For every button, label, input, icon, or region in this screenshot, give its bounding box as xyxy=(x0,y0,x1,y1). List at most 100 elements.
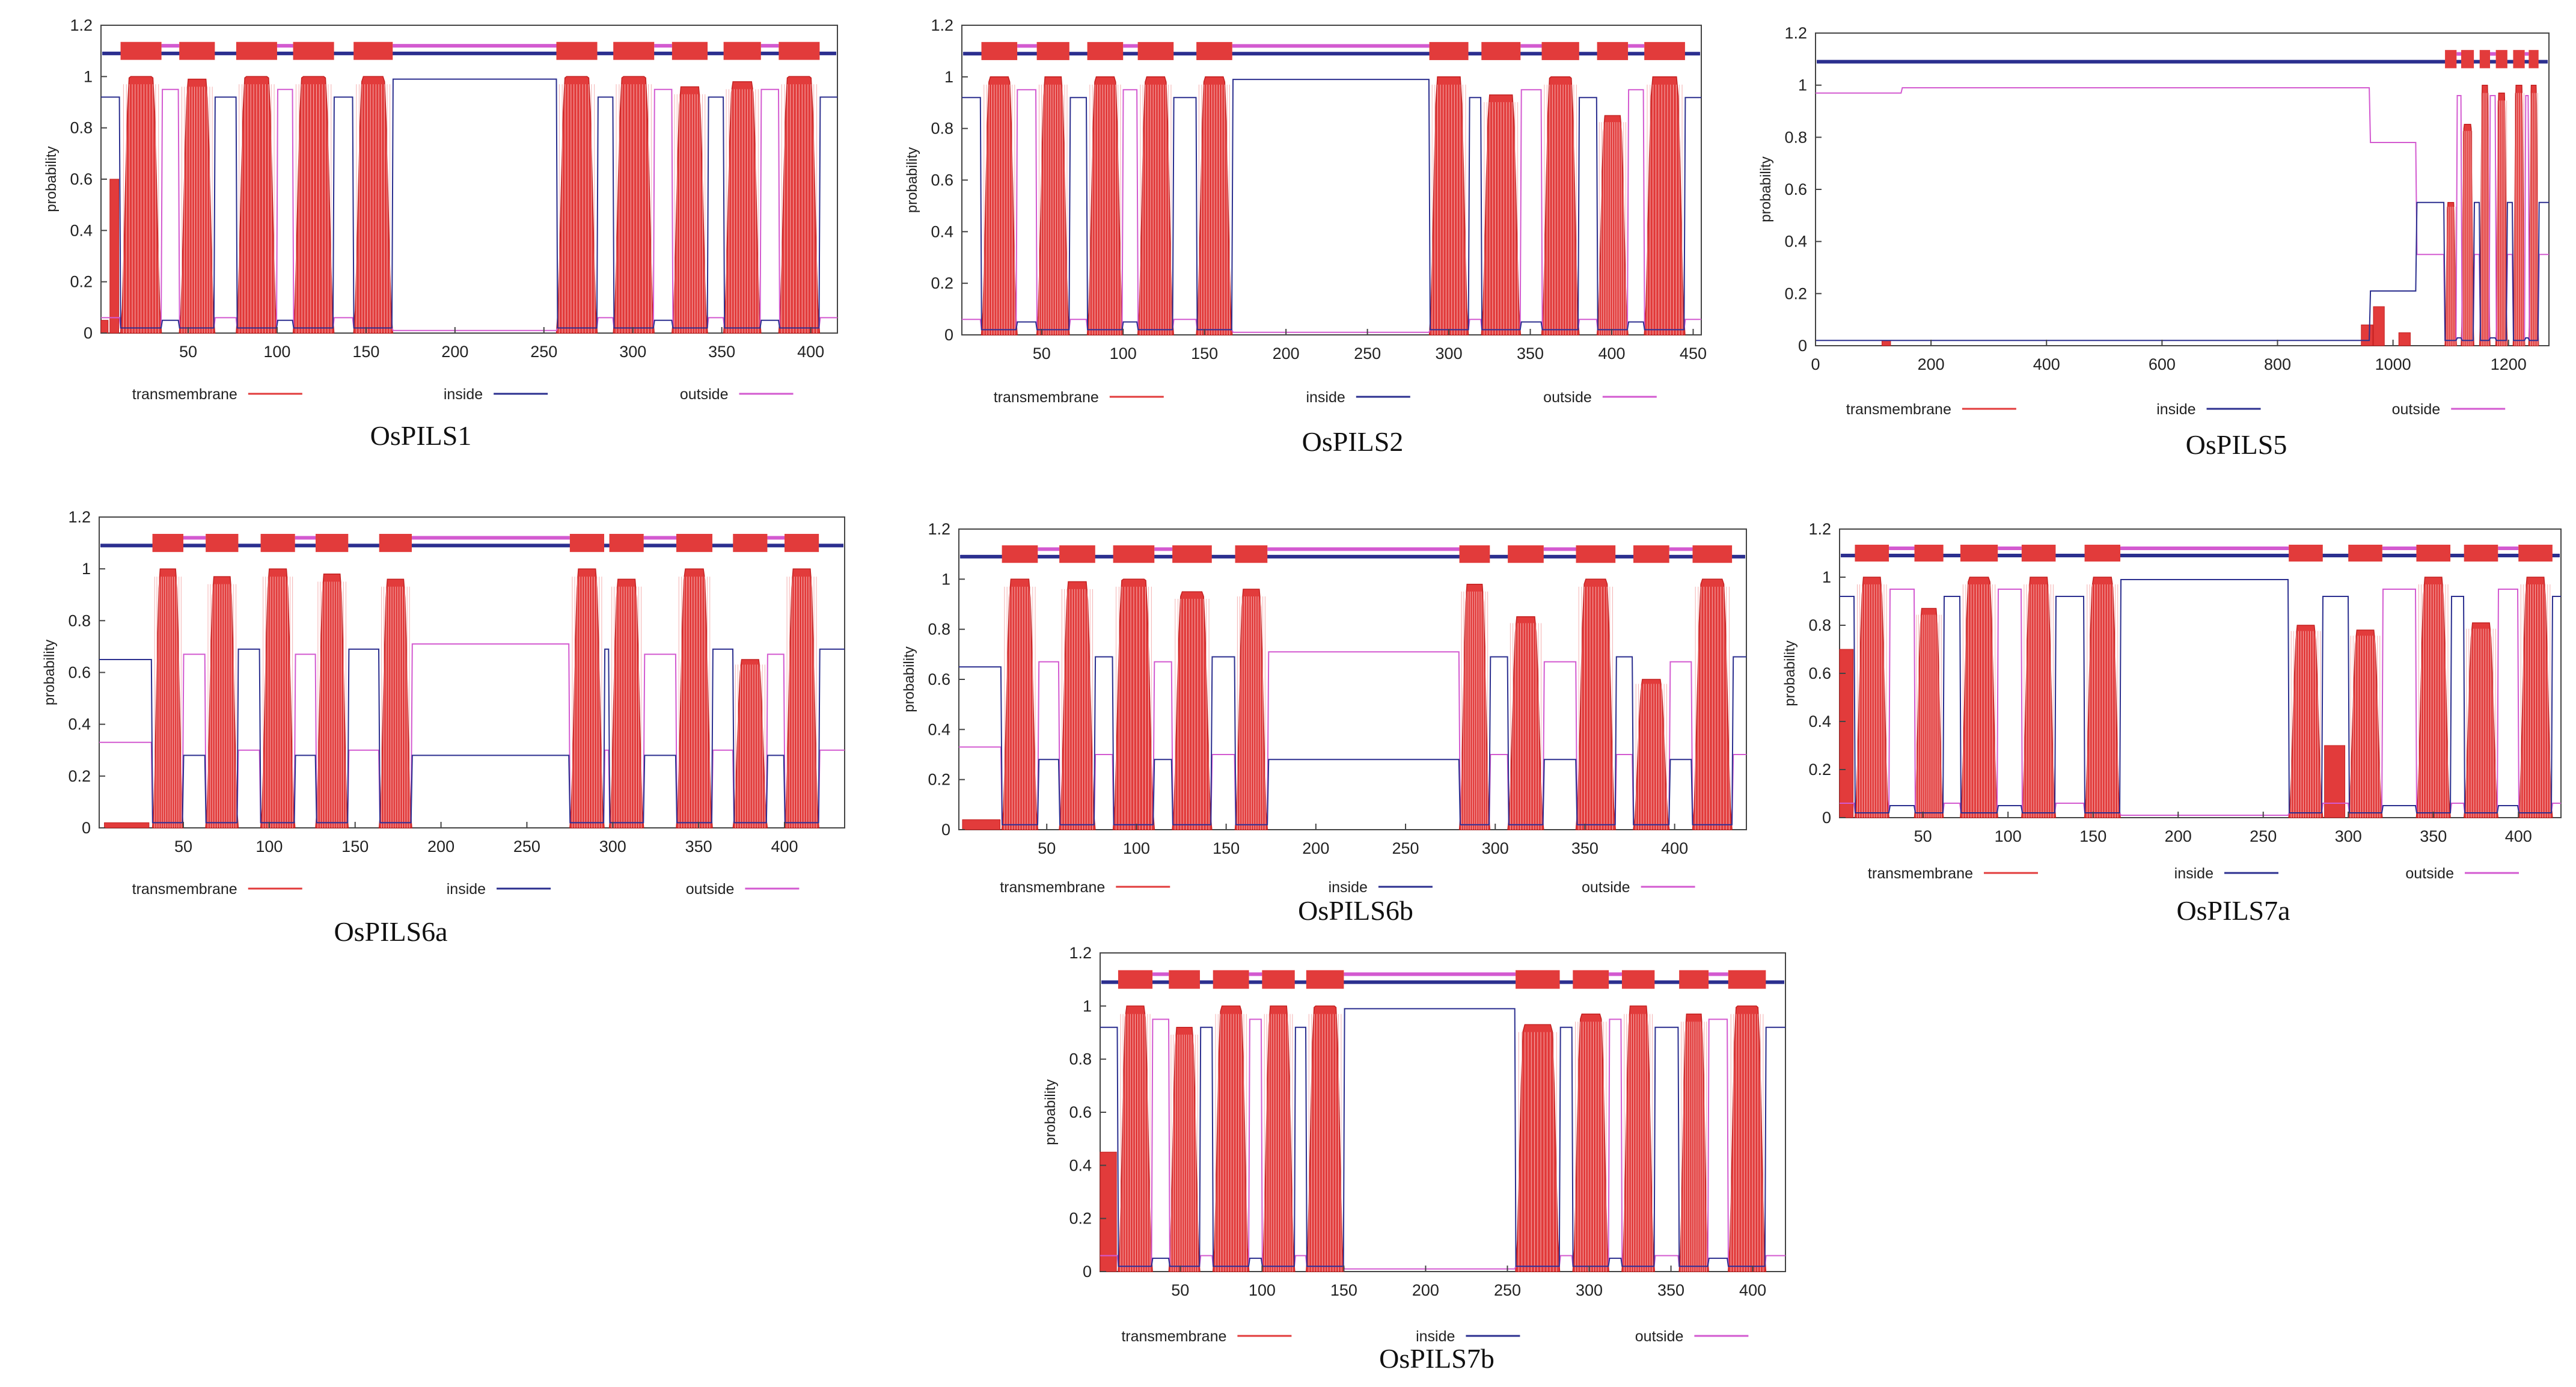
legend-outside-label: outside xyxy=(686,881,735,898)
x-tick-label: 300 xyxy=(1576,1281,1603,1299)
topology-tm-block-9 xyxy=(1633,545,1669,563)
topology-tm-block-4 xyxy=(2021,545,2056,562)
panel-caption-ospils5: OsPILS5 xyxy=(2186,429,2287,460)
panel-caption-ospils7a: OsPILS7a xyxy=(2176,895,2290,926)
x-tick-label: 200 xyxy=(1302,839,1329,857)
x-tick-label: 350 xyxy=(1571,839,1599,857)
topology-tm-block-7 xyxy=(1508,545,1544,563)
x-tick-label: 100 xyxy=(255,837,283,856)
x-tick-label: 200 xyxy=(1412,1281,1439,1299)
topology-tm-block-8 xyxy=(676,534,712,553)
y-tick-label: 0.2 xyxy=(70,273,93,291)
topology-tm-block-1 xyxy=(1855,545,1889,562)
legend-inside-label: inside xyxy=(2156,401,2195,418)
topology-tm-block-9 xyxy=(1679,970,1709,989)
x-tick-label: 300 xyxy=(1482,839,1509,857)
x-tick-label: 400 xyxy=(1598,344,1625,363)
x-tick-label: 250 xyxy=(1392,839,1419,857)
topology-tm-block-9 xyxy=(2464,545,2498,562)
x-tick-label: 300 xyxy=(2335,827,2362,845)
x-tick-label: 400 xyxy=(771,837,798,856)
tm-minor-1 xyxy=(1881,340,1891,346)
tm-minor-1 xyxy=(1839,649,1854,818)
topology-tm-block-7 xyxy=(613,41,655,60)
legend-outside-label: outside xyxy=(1635,1328,1684,1345)
plot-frame xyxy=(1815,32,2550,346)
inside-line xyxy=(99,648,845,824)
x-tick-label: 400 xyxy=(1661,839,1688,857)
topology-tm-block-4 xyxy=(316,534,349,553)
y-tick-label: 0.4 xyxy=(70,221,93,239)
tm-minor-1 xyxy=(104,822,150,828)
x-tick-label: 800 xyxy=(2264,355,2291,373)
tm-minor-2 xyxy=(2361,324,2373,346)
topology-tm-block-2 xyxy=(1914,545,1944,562)
outside-line xyxy=(101,88,837,331)
y-tick-label: 0.8 xyxy=(928,620,950,638)
topology-tm-block-8 xyxy=(1621,970,1655,989)
inside-line xyxy=(1840,579,2561,813)
x-tick-label: 1200 xyxy=(2491,355,2527,373)
y-tick-label: 0 xyxy=(82,819,91,837)
inside-line xyxy=(1100,1008,1785,1267)
y-tick-label: 0 xyxy=(941,821,950,839)
y-tick-label: 0.4 xyxy=(931,222,953,240)
x-tick-label: 50 xyxy=(1033,344,1051,363)
x-tick-label: 200 xyxy=(427,837,454,856)
topology-tm-block-2 xyxy=(2461,50,2474,69)
legend-outside-label: outside xyxy=(2405,865,2454,882)
x-tick-label: 400 xyxy=(2033,355,2060,373)
y-tick-label: 0.8 xyxy=(70,119,93,137)
y-tick-label: 1 xyxy=(1798,76,1807,94)
y-tick-label: 0.6 xyxy=(1808,664,1831,682)
y-tick-label: 1 xyxy=(941,570,950,588)
topology-tm-block-5 xyxy=(1196,41,1232,60)
x-tick-label: 100 xyxy=(1123,839,1150,857)
topology-tm-block-10 xyxy=(1644,41,1685,60)
x-tick-label: 250 xyxy=(1494,1281,1521,1299)
legend-inside-label: inside xyxy=(2174,865,2213,882)
topology-tm-block-6 xyxy=(1459,545,1490,563)
topology-tm-block-6 xyxy=(2529,50,2539,69)
topology-tm-block-1 xyxy=(981,41,1018,60)
topology-tm-block-8 xyxy=(672,41,708,60)
plot-frame xyxy=(1100,952,1786,1272)
x-tick-label: 100 xyxy=(1249,1281,1276,1299)
y-tick-label: 0.4 xyxy=(1069,1156,1092,1174)
x-tick-label: 400 xyxy=(797,343,824,361)
y-tick-label: 0.2 xyxy=(1069,1210,1092,1228)
topology-tm-block-6 xyxy=(1516,970,1560,989)
y-tick-label: 1.2 xyxy=(1808,520,1831,538)
y-tick-label: 1 xyxy=(82,560,91,578)
tm-minor-1 xyxy=(962,819,1001,830)
panel-ospils1: 0 0.2 0.4 0.6 0.8 1 1.2 50 100 150 200 250 300 350 400… xyxy=(43,16,838,403)
y-axis-title: probability xyxy=(1042,1079,1059,1145)
x-tick-label: 50 xyxy=(1914,827,1932,845)
panel-ospils2: 0 0.2 0.4 0.6 0.8 1 1.2 50 100 150 200 250 300 350 400… xyxy=(904,16,1707,406)
x-tick-label: 200 xyxy=(2165,827,2192,845)
y-tick-label: 0.2 xyxy=(1808,761,1831,779)
topology-tm-block-5 xyxy=(2084,545,2120,562)
legend-inside-label: inside xyxy=(1416,1328,1455,1345)
y-tick-label: 0.2 xyxy=(68,767,91,785)
x-tick-label: 150 xyxy=(1213,839,1240,857)
x-tick-label: 350 xyxy=(1657,1281,1684,1299)
y-tick-label: 0.2 xyxy=(931,274,953,292)
y-tick-label: 0.6 xyxy=(1069,1103,1092,1121)
x-tick-label: 150 xyxy=(2079,827,2106,845)
tm-minor-4 xyxy=(2398,332,2411,346)
y-axis-title: probability xyxy=(1782,640,1798,706)
panel-ospils5: 0 0.2 0.4 0.6 0.8 1 1.2 0 200 400 600 800 1000 1200 pr… xyxy=(1758,24,2550,418)
legend-inside-label: inside xyxy=(444,386,483,403)
y-tick-label: 0.2 xyxy=(928,771,950,789)
x-tick-label: 400 xyxy=(1739,1281,1766,1299)
topology-tm-block-4 xyxy=(1262,970,1295,989)
x-tick-label: 100 xyxy=(263,343,290,361)
y-axis-title: probability xyxy=(43,146,60,212)
y-tick-label: 0.6 xyxy=(70,170,93,188)
legend-inside-label: inside xyxy=(1329,879,1368,896)
topology-tm-block-8 xyxy=(1576,545,1616,563)
topology-tm-block-7 xyxy=(2348,545,2382,562)
x-tick-label: 250 xyxy=(513,837,540,856)
y-tick-label: 0.6 xyxy=(928,670,950,688)
